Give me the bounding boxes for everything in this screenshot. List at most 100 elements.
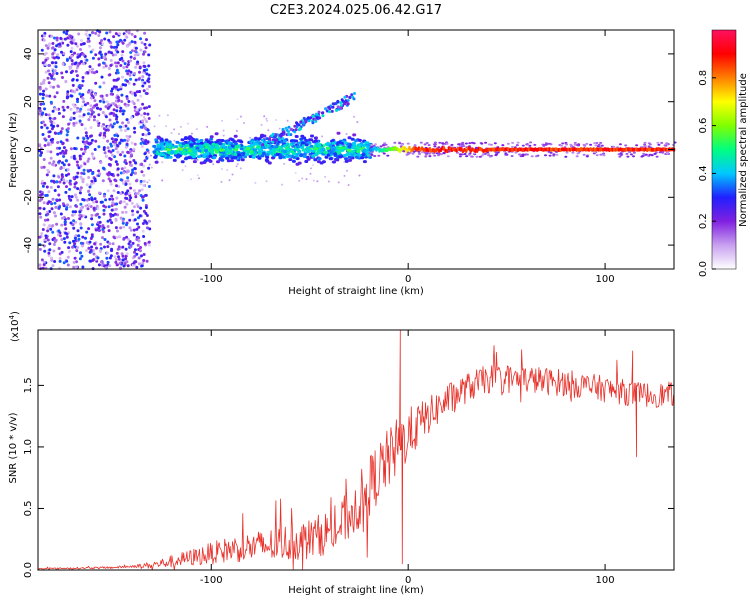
spectrogram-cell	[139, 182, 143, 186]
spectrogram-cell	[76, 171, 80, 175]
spectrogram-cell	[131, 209, 134, 213]
spectrogram-cell	[267, 161, 272, 165]
spectrogram-cell	[115, 184, 118, 188]
spectrogram-cell	[50, 207, 54, 211]
spectrogram-cell	[137, 239, 141, 243]
spectrogram-cell	[72, 122, 76, 125]
spectrogram-cell	[85, 183, 89, 187]
spectrogram-cell	[62, 166, 66, 170]
spectrogram-cell	[337, 181, 340, 184]
spectrogram-cell	[55, 38, 59, 42]
spectrogram-cell	[314, 112, 318, 116]
spectrogram-cell	[106, 128, 110, 132]
spectrogram-cell	[144, 139, 148, 143]
spectrogram-cell	[72, 219, 76, 223]
spectrogram-cell	[116, 96, 120, 99]
spectrogram-cell	[119, 128, 123, 132]
spectrogram-cell	[135, 252, 139, 256]
spectrogram-cell	[102, 133, 106, 137]
spectrogram-cell	[62, 261, 66, 265]
spectrogram-cell	[79, 226, 83, 230]
spectrogram-cell	[140, 264, 144, 268]
spectrogram-cell	[52, 174, 56, 178]
spectrogram-cell	[299, 153, 304, 157]
spectrogram-cell	[44, 51, 48, 55]
spectrogram-cell	[416, 155, 420, 158]
spectrogram-cell	[314, 153, 319, 157]
spectrogram-cell	[52, 236, 56, 240]
spectrogram-cell	[136, 98, 140, 102]
spectrogram-cell	[126, 264, 130, 268]
spectrogram-cell	[89, 89, 93, 92]
spectrogram-cell	[82, 198, 86, 202]
spectrogram-cell	[325, 142, 330, 146]
spectrogram-cell	[46, 212, 50, 216]
spectrogram-cell	[98, 41, 102, 45]
spectrogram-cell	[118, 32, 122, 36]
spectrogram-cell	[362, 148, 367, 152]
spectrogram-cell	[156, 145, 161, 149]
spectrogram-cell	[55, 55, 59, 59]
spectrogram-cell	[393, 141, 397, 144]
spectrogram-cell	[142, 184, 146, 187]
spectrogram-cell	[119, 226, 123, 230]
spectrogram-cell	[204, 143, 209, 147]
spectrogram-cell	[316, 180, 319, 183]
spectrogram-cell	[63, 240, 67, 244]
spectrogram-panel: -100 0 100 -40 -20 0 20 40 Height of straight l…	[8, 29, 677, 297]
spectrogram-cell	[87, 189, 91, 193]
spectrogram-cell	[82, 172, 86, 176]
spectrogram-cell	[350, 137, 355, 141]
spectrogram-cell	[161, 179, 164, 182]
spectrogram-cell	[69, 147, 73, 151]
spectrogram-cell	[133, 53, 137, 57]
spectrogram-cell	[72, 176, 76, 180]
spectrogram-cell	[106, 251, 110, 255]
spectrogram-cell	[147, 166, 151, 170]
spectrogram-cell	[97, 57, 101, 61]
spectrogram-cell	[141, 138, 145, 142]
spectrogram-y-tick-label: 40	[23, 48, 34, 61]
spectrogram-cell	[55, 222, 59, 226]
spectrogram-cell	[70, 155, 74, 159]
spectrogram-cell	[66, 105, 70, 109]
spectrogram-cell	[47, 251, 51, 255]
spectrogram-cell	[89, 50, 93, 54]
spectrogram-cell	[72, 111, 76, 115]
spectrogram-cell	[54, 61, 58, 65]
spectrogram-cell	[69, 94, 73, 98]
spectrogram-cell	[90, 223, 94, 227]
spectrogram-cell	[300, 134, 305, 138]
spectrogram-cell	[110, 247, 114, 251]
spectrogram-cell	[320, 111, 324, 115]
spectrogram-cell	[141, 78, 145, 82]
spectrogram-cell	[87, 203, 91, 207]
spectrogram-cell	[139, 142, 143, 145]
spectrogram-cell	[57, 205, 61, 209]
spectrogram-cell	[314, 119, 318, 123]
spectrogram-cell	[249, 136, 252, 139]
spectrogram-cell	[350, 153, 355, 157]
spectrogram-cell	[126, 44, 129, 48]
spectrogram-cell	[66, 263, 70, 267]
spectrogram-cell	[139, 107, 143, 111]
spectrogram-cell	[145, 156, 149, 160]
spectrogram-cell	[648, 153, 652, 156]
spectrogram-cell	[54, 238, 58, 242]
spectrogram-cell	[411, 152, 415, 155]
spectrogram-cell	[45, 173, 49, 177]
spectrogram-cell	[113, 133, 117, 137]
spectrogram-cell	[510, 155, 514, 157]
spectrogram-cell	[112, 108, 116, 112]
spectrogram-cell	[346, 102, 350, 106]
spectrogram-cell	[55, 72, 59, 75]
spectrogram-cell	[108, 264, 112, 268]
spectrogram-cell	[91, 67, 94, 71]
spectrogram-cell	[116, 71, 120, 75]
spectrogram-cell	[87, 157, 91, 161]
spectrogram-cell	[60, 71, 64, 75]
spectrogram-cell	[565, 143, 569, 146]
spectrogram-cell	[437, 152, 441, 155]
spectrogram-cell	[92, 200, 96, 204]
spectrogram-cell	[561, 142, 565, 145]
